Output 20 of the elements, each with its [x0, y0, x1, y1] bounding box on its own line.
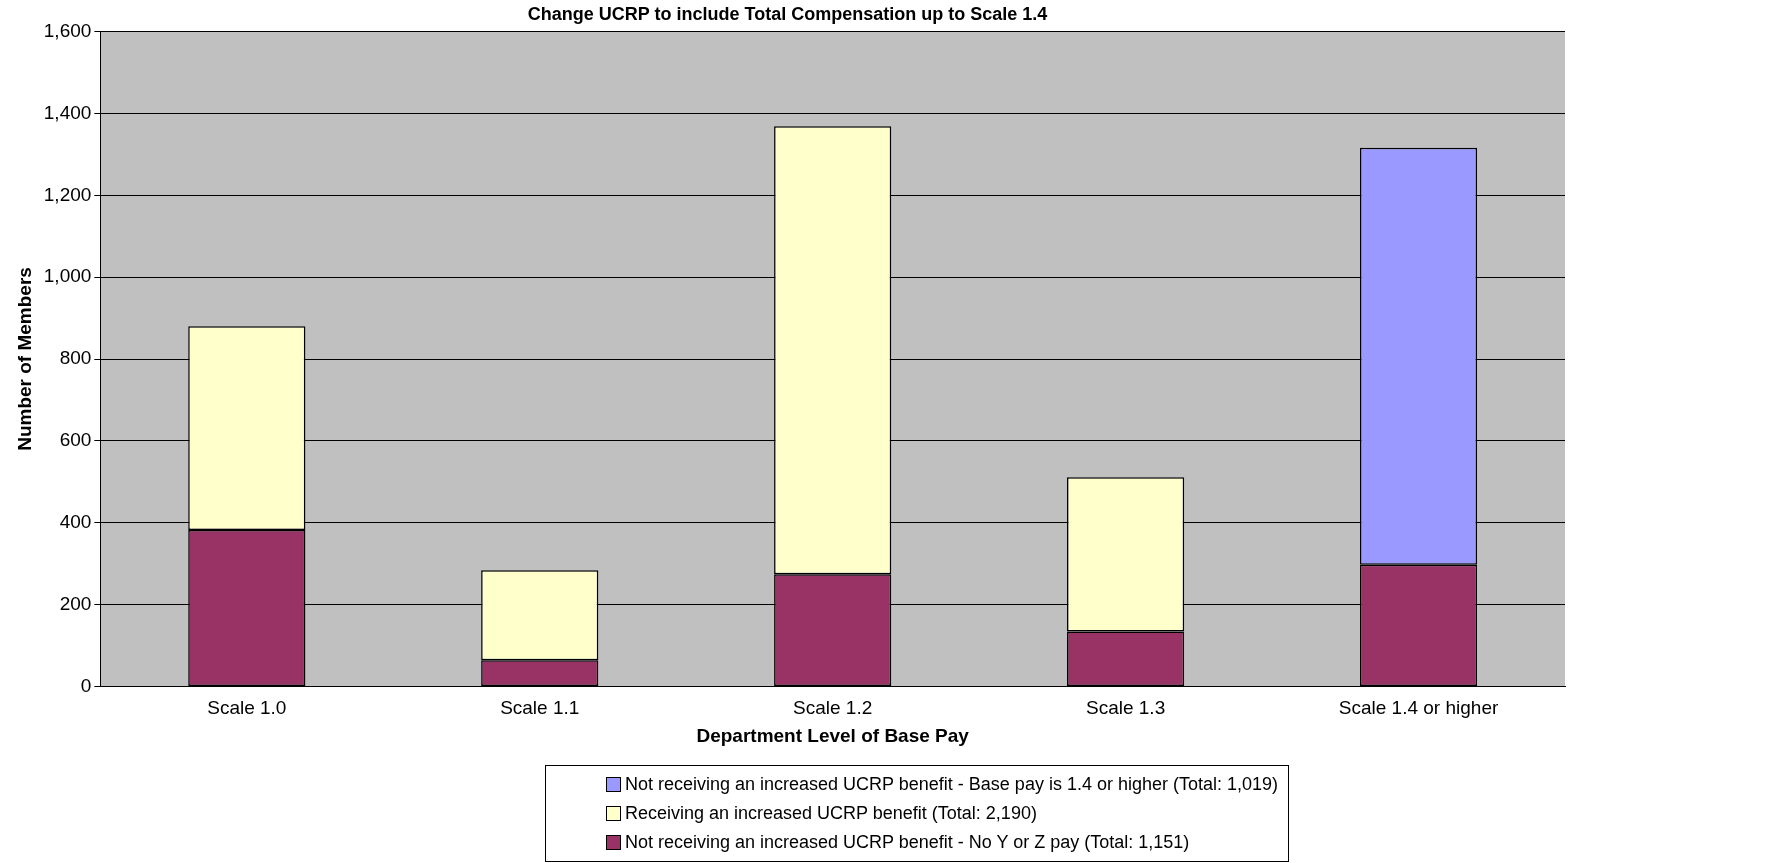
y-tick-label: 600 [59, 429, 92, 451]
y-tick-label: 800 [59, 347, 92, 369]
x-tick-label: Scale 1.0 [207, 697, 287, 719]
legend-label: Receiving an increased UCRP benefit (Total: 2,190) [625, 802, 1037, 825]
legend-label: Not receiving an increased UCRP benefit - Base pay is 1.4 or higher (Total: 1,019) [625, 773, 1279, 796]
y-tick-label: 1,400 [43, 101, 92, 123]
x-tick-label: Scale 1.3 [1085, 697, 1166, 719]
y-tick-label: 1,000 [43, 265, 92, 287]
legend-label: Not receiving an increased UCRP benefit - No Y or Z pay (Total: 1,151) [625, 831, 1190, 854]
y-tick-label: 1,200 [43, 183, 92, 205]
x-tick-label: Scale 1.1 [500, 697, 580, 719]
y-axis-title: Number of Members [13, 267, 35, 451]
y-tick-label: 200 [59, 592, 92, 614]
y-tick-label: 0 [80, 674, 92, 696]
y-tick-label: 400 [59, 510, 92, 532]
chart-title: Change UCRP to include Total Compensation up to Scale 1.4 [527, 3, 1048, 24]
x-axis-title: Department Level of Base Pay [696, 724, 970, 746]
x-tick-label: Scale 1.2 [793, 697, 873, 719]
y-tick-label: 1,600 [43, 19, 92, 41]
x-tick-label: Scale 1.4 or higher [1338, 697, 1499, 719]
